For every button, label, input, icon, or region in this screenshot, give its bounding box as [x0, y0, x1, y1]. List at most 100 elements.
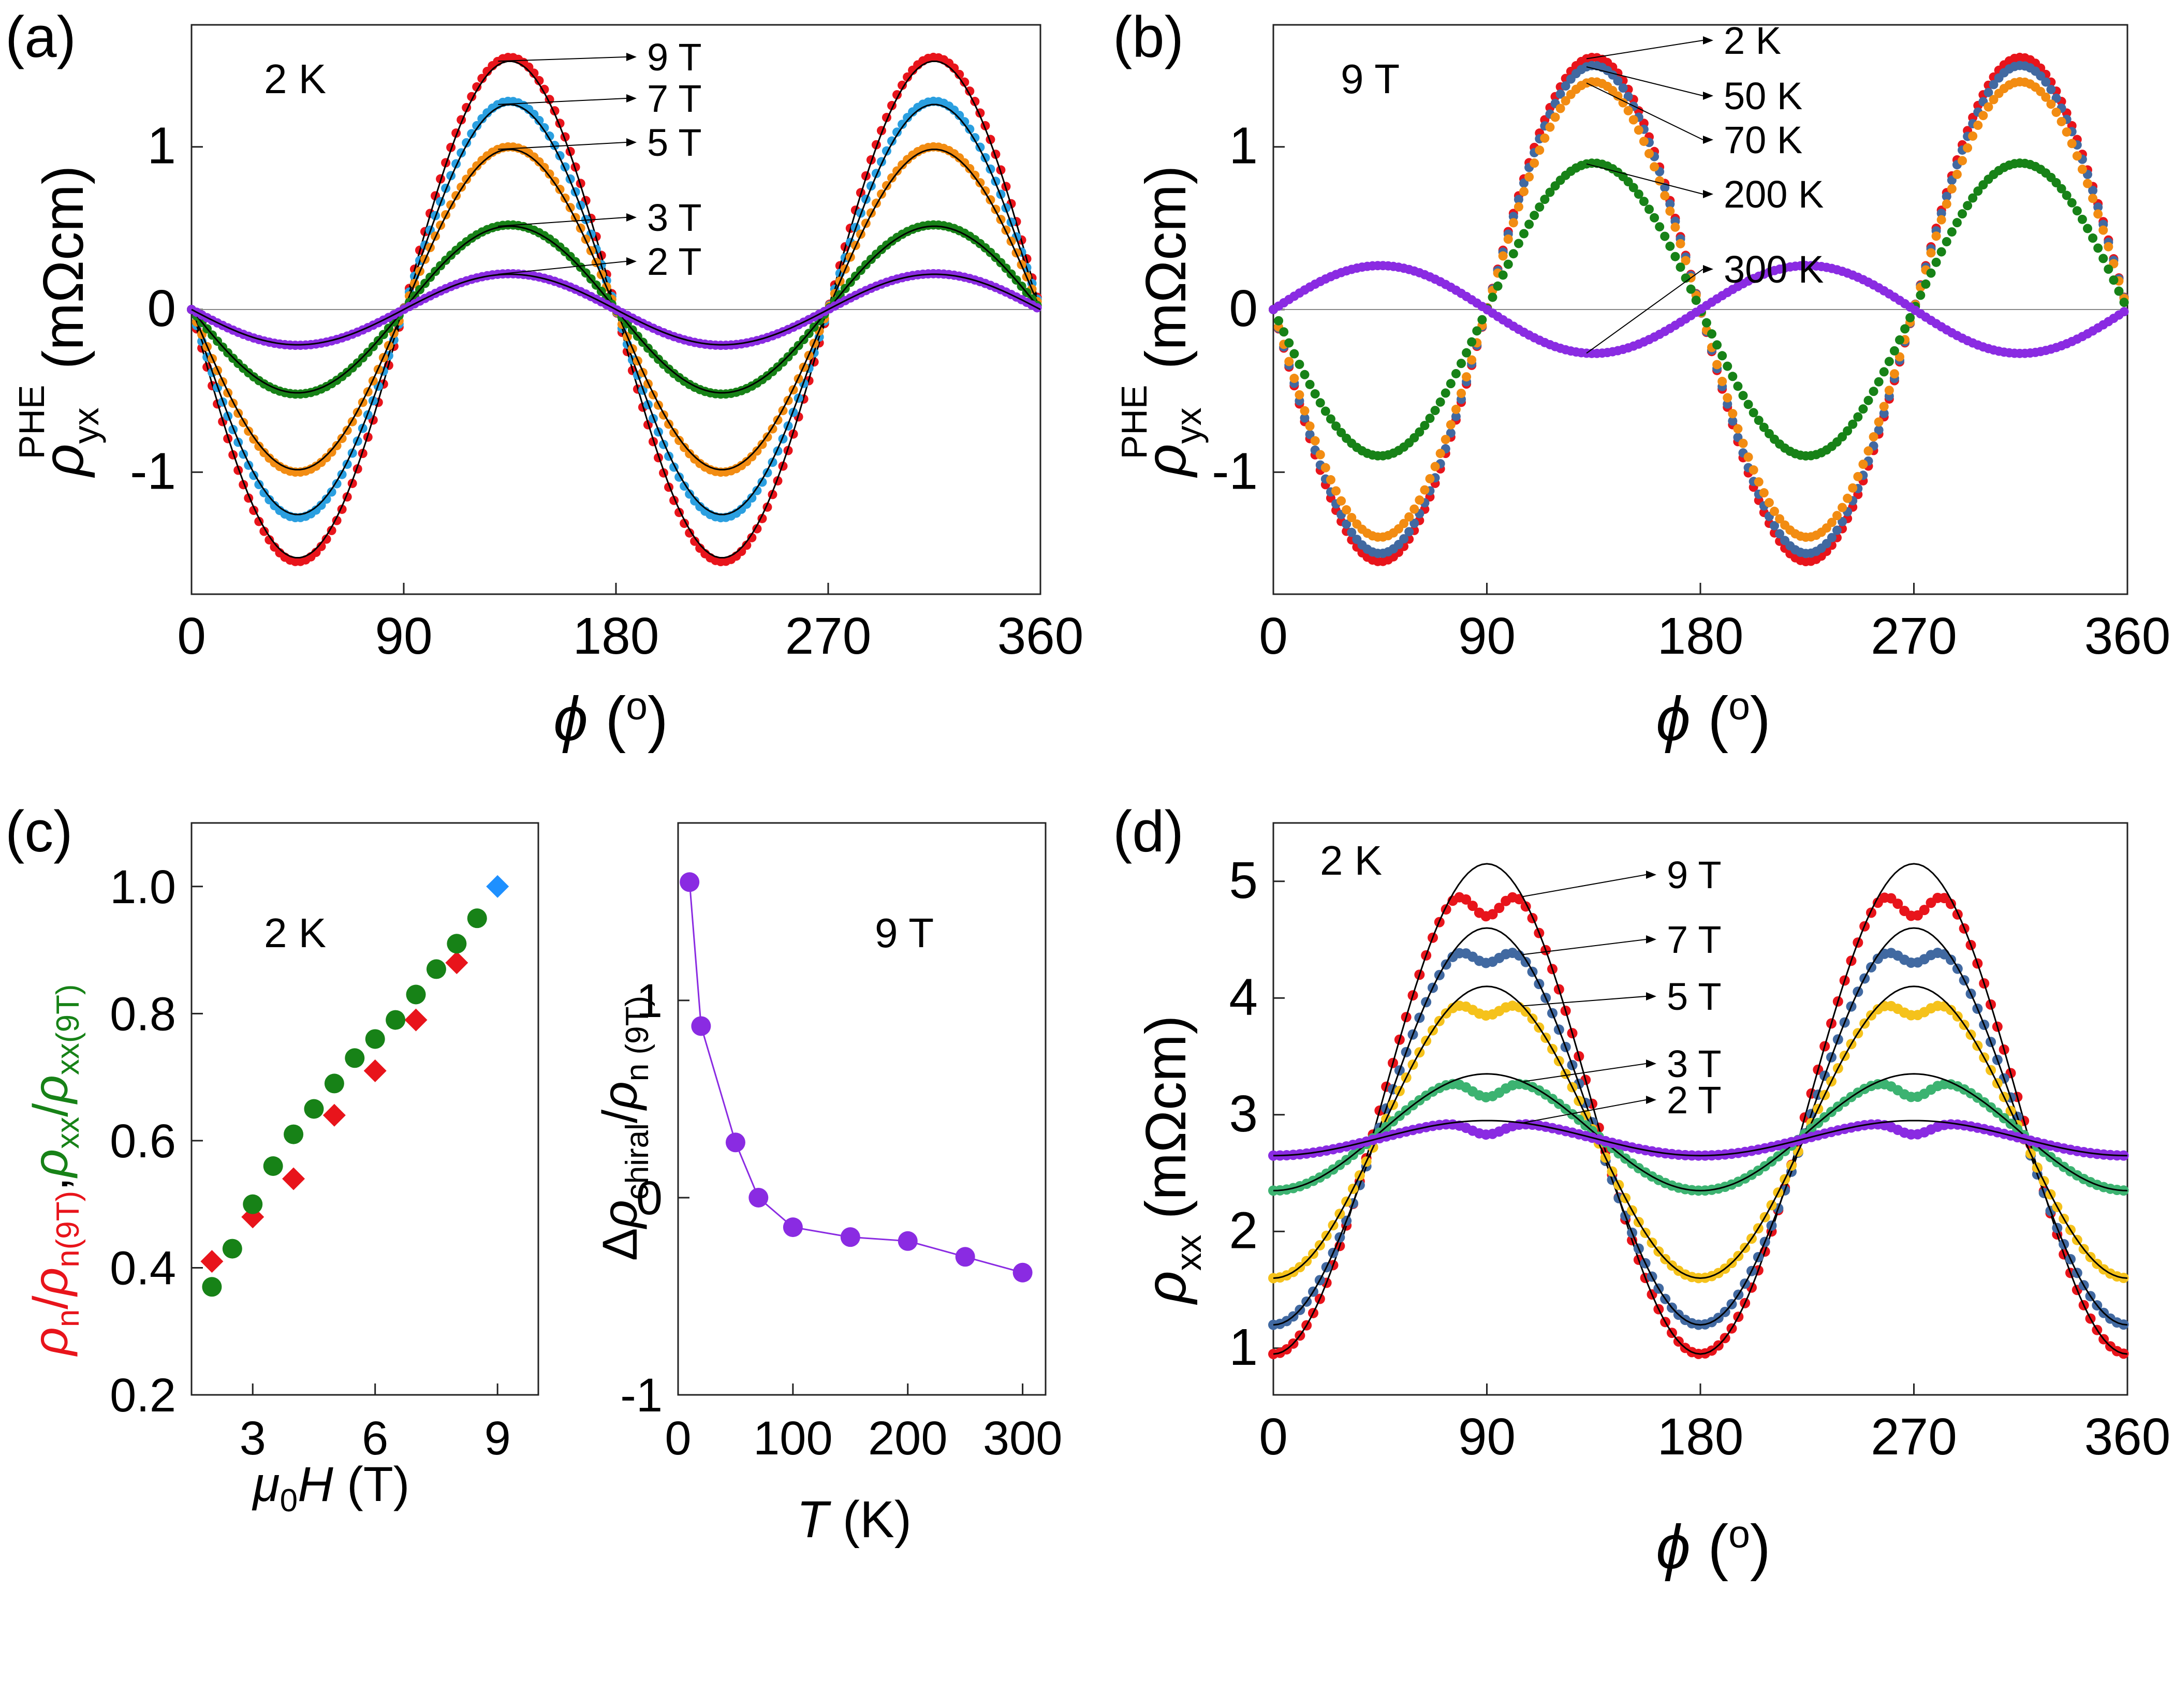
legend-arrow	[498, 261, 627, 275]
x-tick-label-a: 0	[177, 607, 206, 665]
data-point	[1863, 395, 1873, 405]
data-point	[1613, 91, 1623, 101]
data-point	[467, 167, 477, 177]
legend-label-b: 300 K	[1724, 248, 1824, 291]
legend-arrow	[1586, 82, 1703, 140]
series-d-2-T: 2 T	[1268, 1079, 2129, 1161]
data-point	[1743, 452, 1753, 462]
data-point-circle	[783, 1217, 803, 1238]
data-point	[1989, 95, 1999, 105]
data-point	[321, 494, 331, 504]
legend-arrow	[1522, 939, 1647, 955]
legend-label-d: 9 T	[1667, 853, 1722, 896]
y-label-a: ρyxPHE(mΩcm)	[11, 166, 106, 478]
data-point	[1639, 197, 1649, 207]
data-point	[1425, 414, 1435, 423]
legend-arrow	[498, 142, 627, 150]
data-point	[960, 117, 970, 127]
data-point-circle	[691, 1016, 711, 1036]
y-tick-label-c1: 1.0	[110, 861, 176, 914]
data-point	[1968, 193, 1978, 203]
data-point	[1540, 133, 1550, 143]
series-b-200-K: 200 K	[1269, 158, 2129, 461]
y-tick-label-a: 1	[147, 117, 176, 175]
series-b-300-K: 300 K	[1269, 248, 2129, 358]
data-point	[1519, 178, 1529, 188]
data-point	[2057, 184, 2066, 194]
data-point	[1545, 187, 1555, 197]
series-d-9-T: 9 T	[1268, 853, 2129, 1360]
data-point	[680, 443, 689, 452]
legend-label-b: 200 K	[1724, 173, 1824, 216]
data-point	[1519, 187, 1529, 197]
x-tick-label-b: 360	[2084, 607, 2171, 665]
data-point	[1331, 486, 1341, 496]
data-point	[2088, 194, 2098, 203]
data-point	[1958, 156, 1967, 166]
legend-arrow	[1586, 269, 1703, 354]
data-point	[1409, 504, 1419, 514]
x-tick-label-d: 0	[1259, 1408, 1288, 1466]
data-point	[685, 528, 695, 538]
data-point	[1561, 96, 1570, 106]
data-point	[965, 164, 975, 173]
data-point	[2083, 179, 2092, 188]
legend-arrow	[1522, 996, 1647, 1007]
data-point	[1289, 349, 1299, 359]
data-point	[1461, 894, 1472, 905]
legend-label-a: 2 T	[647, 240, 702, 283]
x-tick-label-c1: 9	[484, 1412, 511, 1465]
data-point	[1457, 359, 1466, 369]
data-point	[2104, 242, 2113, 252]
series-a-5-T: 5 T	[187, 121, 1042, 477]
data-point	[898, 120, 907, 129]
data-point-circle	[840, 1227, 860, 1247]
x-label-c2: T (K)	[797, 1491, 912, 1549]
data-point	[1425, 474, 1435, 483]
data-point	[1892, 899, 1903, 909]
data-point	[1838, 503, 1847, 512]
x-tick-label-a: 360	[997, 607, 1084, 665]
data-point	[1446, 379, 1456, 389]
data-point	[1441, 388, 1450, 398]
data-point	[1952, 169, 1962, 179]
y-tick-label-d: 2	[1229, 1201, 1258, 1259]
data-point	[685, 489, 695, 499]
y-label-b: ρyxPHE(mΩcm)	[1114, 166, 1209, 478]
data-point	[752, 524, 762, 534]
data-point	[965, 86, 975, 96]
data-point	[1889, 346, 1899, 356]
data-point	[1399, 534, 1409, 543]
y-tick-label-b: -1	[1212, 442, 1258, 500]
y-tick-label-c1: 0.2	[110, 1369, 176, 1422]
x-tick-label-c2: 0	[665, 1412, 691, 1465]
data-point	[1628, 183, 1638, 193]
data-point	[1670, 222, 1680, 232]
data-point	[1493, 281, 1503, 291]
legend-arrowhead	[626, 53, 637, 61]
data-point	[1874, 425, 1884, 435]
data-point	[539, 84, 549, 94]
data-point	[1942, 192, 1951, 201]
data-point	[1535, 145, 1545, 155]
data-point	[1430, 406, 1440, 416]
data-point	[1295, 390, 1304, 400]
data-point-circle	[365, 1029, 385, 1049]
data-point	[1858, 404, 1868, 414]
data-point	[2098, 254, 2108, 263]
data-point-circle	[680, 872, 700, 892]
data-point	[1968, 131, 1978, 141]
data-point	[1723, 361, 1732, 371]
data-point	[1289, 374, 1299, 384]
data-point	[2093, 202, 2103, 212]
legend-arrowhead	[1646, 935, 1656, 944]
legend-label-a: 3 T	[647, 196, 702, 239]
data-point-circle	[222, 1239, 242, 1259]
data-point	[1665, 206, 1675, 216]
data-point	[1623, 106, 1633, 115]
data-point-circle	[243, 1194, 263, 1214]
data-point	[1555, 89, 1565, 99]
data-point	[1728, 372, 1738, 381]
data-point	[1874, 417, 1884, 427]
data-point	[892, 166, 902, 176]
